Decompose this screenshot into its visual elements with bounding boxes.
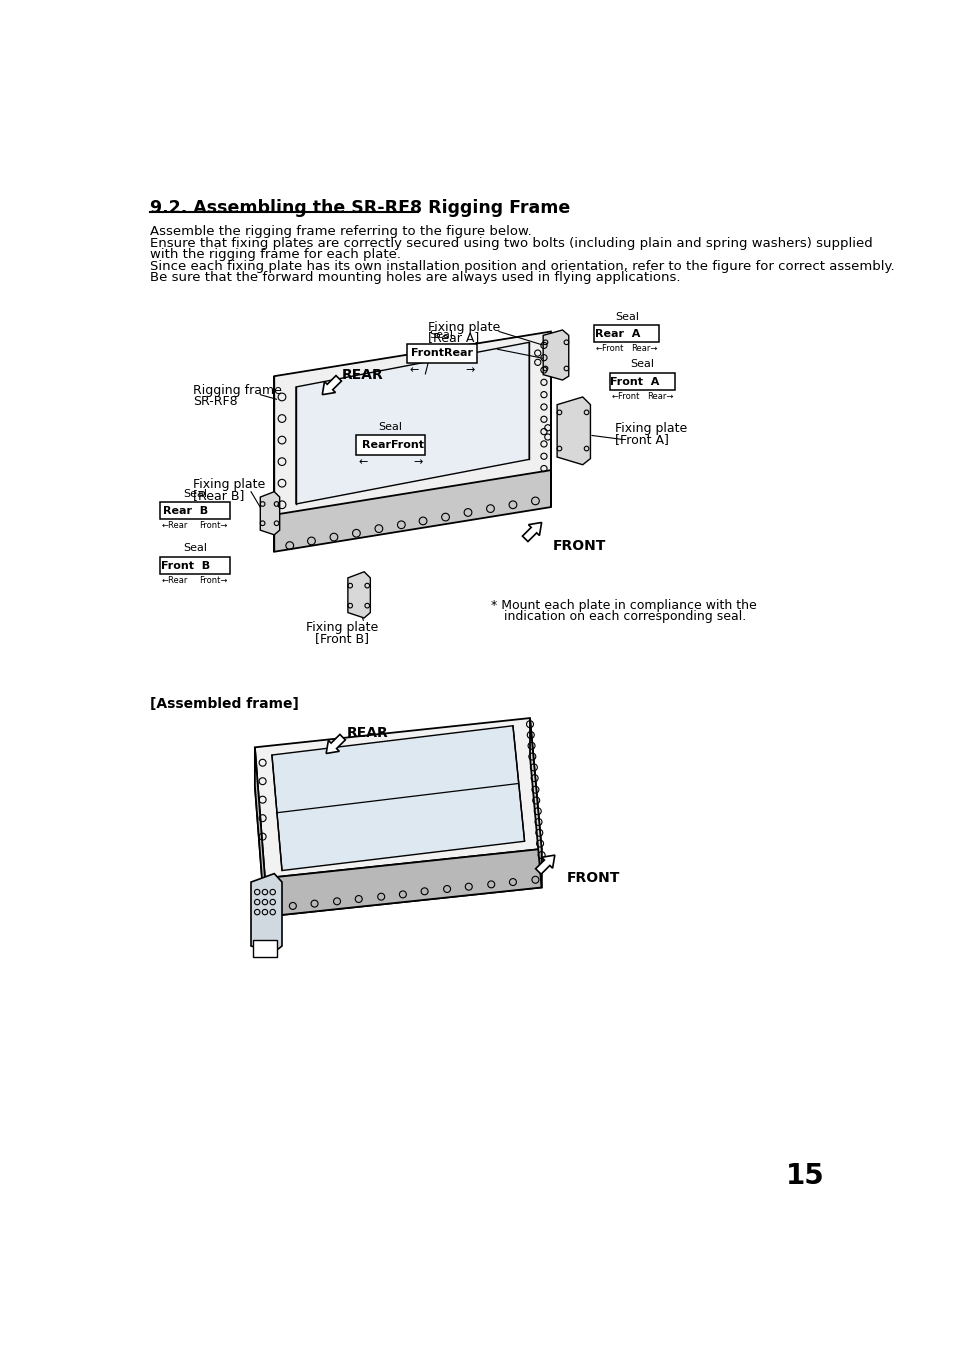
Bar (609, 373, 674, 390)
Text: Seal: Seal (615, 312, 639, 322)
Text: Be sure that the forward mounting holes are always used in flying applications.: Be sure that the forward mounting holes … (150, 272, 680, 285)
Polygon shape (348, 571, 370, 617)
Text: Front  B: Front B (160, 561, 210, 570)
Polygon shape (557, 397, 590, 465)
Text: Fixing plate: Fixing plate (615, 423, 687, 435)
Text: [Rear A]: [Rear A] (427, 331, 478, 345)
Text: Front→: Front→ (199, 521, 227, 530)
Text: →: → (464, 365, 474, 376)
Text: REAR: REAR (341, 367, 383, 381)
Text: Rear: Rear (362, 439, 391, 450)
Text: [Rear B]: [Rear B] (193, 489, 244, 501)
Text: FRONT: FRONT (553, 539, 606, 554)
Bar (594, 326, 659, 342)
Text: SR-RF8: SR-RF8 (193, 396, 237, 408)
Polygon shape (251, 874, 282, 952)
Bar (355, 435, 425, 455)
Polygon shape (530, 719, 541, 888)
Text: ←: ← (358, 457, 368, 466)
Text: Front: Front (391, 439, 423, 450)
Polygon shape (295, 342, 529, 504)
Text: ←: ← (410, 365, 418, 376)
Text: Seal: Seal (378, 422, 402, 431)
Text: REAR: REAR (346, 725, 388, 739)
Polygon shape (254, 747, 265, 917)
Polygon shape (254, 757, 541, 917)
Polygon shape (265, 848, 541, 917)
Text: Seal: Seal (630, 359, 654, 369)
Polygon shape (542, 330, 568, 380)
Text: ←Front: ←Front (596, 345, 623, 353)
Text: with the rigging frame for each plate.: with the rigging frame for each plate. (150, 249, 401, 261)
Text: ←Rear: ←Rear (162, 576, 188, 585)
Text: Rear  A: Rear A (595, 328, 639, 339)
Text: Ensure that fixing plates are correctly secured using two bolts (including plain: Ensure that fixing plates are correctly … (150, 236, 872, 250)
Polygon shape (254, 719, 541, 878)
Text: Seal: Seal (429, 330, 454, 340)
Text: Since each fixing plate has its own installation position and orientation, refer: Since each fixing plate has its own inst… (150, 259, 894, 273)
Polygon shape (522, 523, 541, 542)
Bar (160, 503, 230, 519)
Polygon shape (274, 369, 550, 551)
Polygon shape (535, 855, 555, 874)
Text: Seal: Seal (183, 489, 207, 499)
Text: FRONT: FRONT (567, 870, 619, 885)
Text: indication on each corresponding seal.: indication on each corresponding seal. (504, 611, 746, 623)
Polygon shape (274, 331, 550, 515)
Text: Assemble the rigging frame referring to the figure below.: Assemble the rigging frame referring to … (150, 226, 532, 238)
Bar (406, 345, 476, 363)
Text: Rear→: Rear→ (631, 345, 658, 353)
Text: Fixing plate: Fixing plate (305, 621, 377, 634)
Text: [Front B]: [Front B] (314, 632, 368, 644)
Text: Front  A: Front A (609, 377, 659, 386)
Text: 15: 15 (785, 1162, 823, 1190)
Text: [Front A]: [Front A] (615, 434, 668, 446)
Text: Rear  B: Rear B (162, 505, 208, 516)
Text: [Assembled frame]: [Assembled frame] (150, 697, 299, 711)
Polygon shape (326, 735, 345, 754)
Polygon shape (272, 725, 524, 870)
Text: Rear→: Rear→ (646, 392, 673, 401)
Bar (160, 557, 230, 574)
Text: Front→: Front→ (199, 576, 227, 585)
Text: ←Rear: ←Rear (162, 521, 188, 530)
Text: Fixing plate: Fixing plate (193, 478, 265, 490)
Polygon shape (260, 492, 279, 535)
Text: Front: Front (411, 349, 444, 358)
Text: Rear: Rear (444, 349, 473, 358)
Text: Fixing plate: Fixing plate (427, 320, 499, 334)
Polygon shape (322, 376, 341, 394)
Bar (253, 940, 276, 957)
Text: ←Front: ←Front (611, 392, 639, 401)
Text: Seal: Seal (183, 543, 207, 554)
Text: →: → (414, 457, 423, 466)
Text: Rigging frame: Rigging frame (193, 384, 281, 397)
Text: * Mount each plate in compliance with the: * Mount each plate in compliance with th… (491, 598, 757, 612)
Text: 9.2. Assembling the SR-RF8 Rigging Frame: 9.2. Assembling the SR-RF8 Rigging Frame (150, 199, 570, 218)
